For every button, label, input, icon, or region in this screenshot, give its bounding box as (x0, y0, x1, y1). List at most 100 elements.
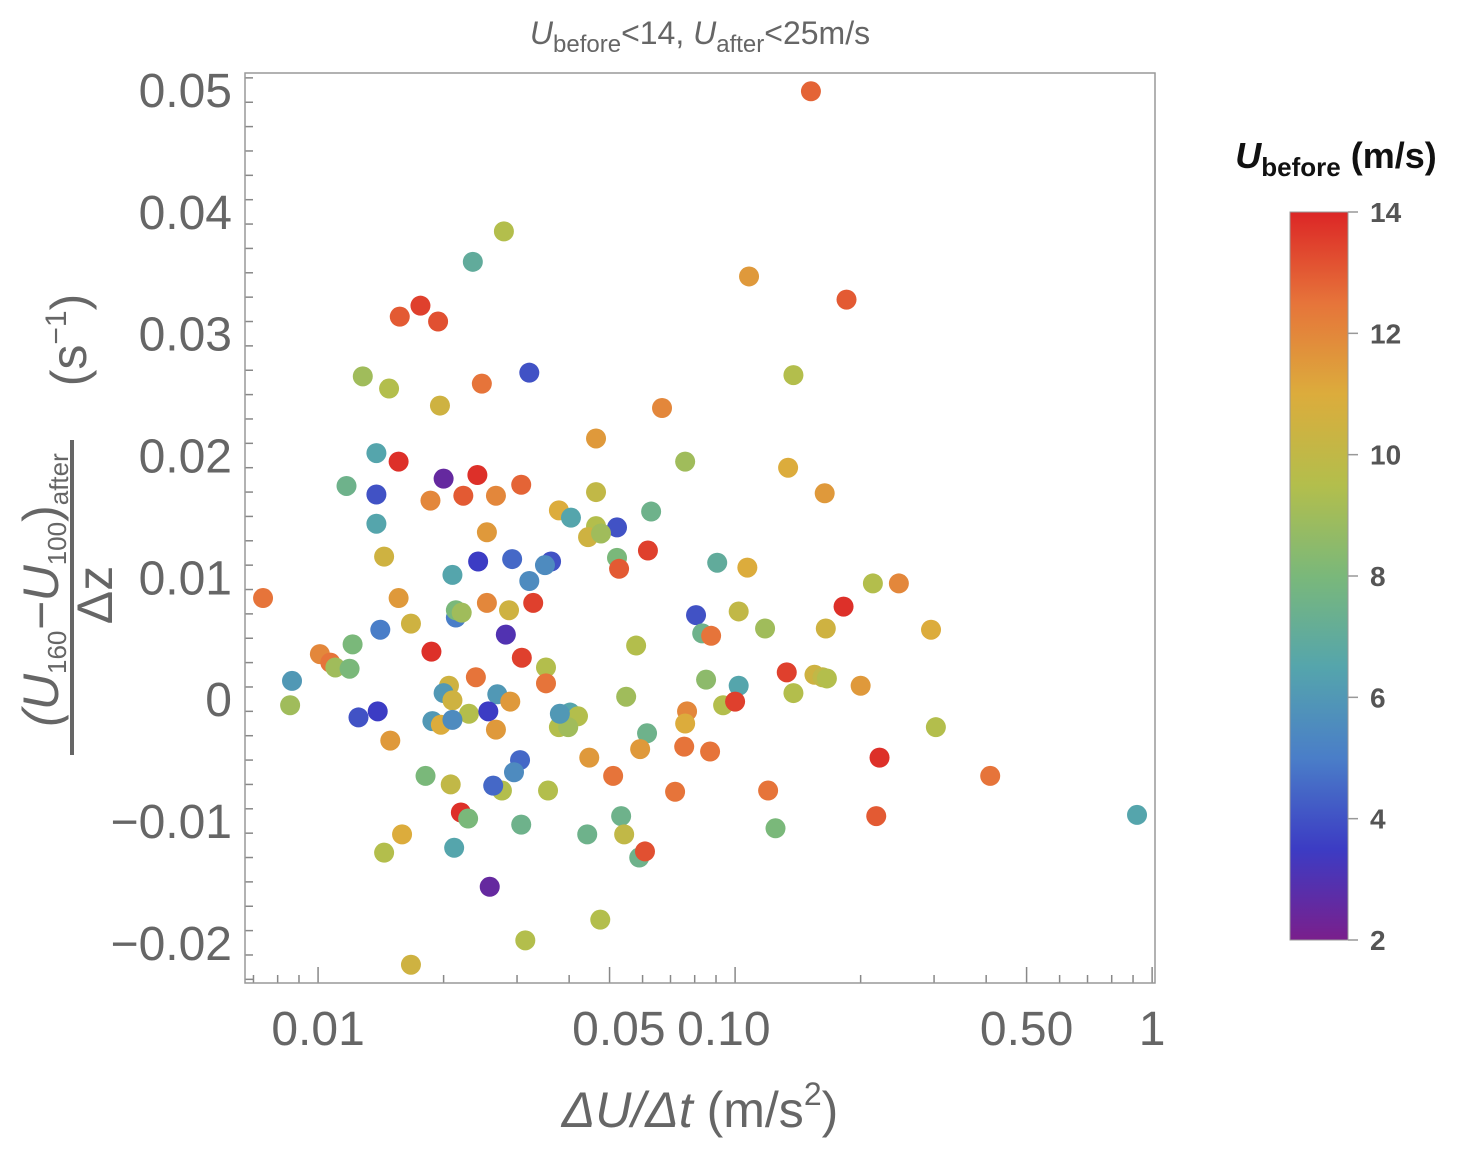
data-point (366, 443, 387, 464)
x-label-close: ) (822, 1082, 839, 1138)
data-point (783, 683, 804, 704)
data-point (614, 824, 635, 845)
data-point (499, 600, 520, 621)
data-point (611, 806, 632, 827)
title-mid: <14, (621, 15, 693, 51)
colorbar-ticks: 14 12 10 8 6 4 2 (1348, 197, 1402, 956)
data-point (519, 570, 540, 591)
data-point (728, 675, 749, 696)
data-point (701, 625, 722, 646)
title-u2: U (693, 15, 717, 51)
y-tick-label: 0.05 (139, 65, 232, 118)
data-point (637, 540, 658, 561)
data-point (535, 657, 556, 678)
data-point (420, 490, 441, 511)
data-point (815, 618, 836, 639)
y-unit-sup: −1 (40, 310, 73, 344)
data-point (609, 558, 630, 579)
y-label-denominator: Δz (67, 566, 123, 624)
colorbar-tick-label: 4 (1370, 804, 1386, 835)
data-point (607, 517, 628, 538)
data-point (538, 780, 559, 801)
axis-ticks (245, 77, 1153, 983)
data-point (534, 555, 555, 576)
data-point (586, 482, 607, 503)
data-point (415, 765, 436, 786)
data-point (451, 602, 472, 623)
colorbar-title: Ubefore (m/s) (1235, 135, 1436, 182)
data-point (442, 564, 463, 585)
data-point (652, 398, 673, 419)
data-point (800, 81, 821, 102)
data-point (675, 713, 696, 734)
colorbar-tick-label: 6 (1370, 682, 1386, 713)
data-point (400, 613, 421, 634)
data-point (367, 701, 388, 722)
data-point (388, 451, 409, 472)
chart-title: Ubefore<14, Uafter<25m/s (530, 15, 870, 58)
data-point (433, 468, 454, 489)
data-point (579, 747, 600, 768)
data-point (374, 546, 395, 567)
y-num-open: (U (13, 673, 69, 727)
data-point (478, 701, 499, 722)
x-label-unit: (m/s (693, 1082, 804, 1138)
data-point (444, 837, 465, 858)
y-tick-label: 0.01 (139, 552, 232, 605)
data-point (440, 774, 461, 795)
data-point (634, 841, 655, 862)
data-point (630, 739, 651, 760)
data-point (665, 781, 686, 802)
plot-frame (244, 72, 1156, 984)
data-point (778, 457, 799, 478)
data-point (410, 295, 431, 316)
x-tick-label: 0.05 (572, 1003, 665, 1056)
data-point (280, 695, 301, 716)
data-point (549, 703, 570, 724)
colorbar (1289, 211, 1349, 941)
data-point (696, 669, 717, 690)
data-point (476, 522, 497, 543)
y-num-sub160: 160 (42, 631, 72, 674)
colorbar-title-sub: before (1261, 152, 1340, 182)
data-point (458, 703, 479, 724)
title-tail: <25m/s (764, 15, 870, 51)
data-point (465, 667, 486, 688)
data-point (511, 814, 532, 835)
data-point (700, 741, 721, 762)
data-point (374, 842, 395, 863)
data-point (453, 485, 474, 506)
data-point (500, 691, 521, 712)
data-point (980, 765, 1001, 786)
x-tick-label: 0.50 (980, 1003, 1073, 1056)
data-points (253, 81, 1148, 975)
data-point (1127, 804, 1148, 825)
x-tick-label: 0.10 (677, 1003, 770, 1056)
data-point (502, 549, 523, 570)
data-point (725, 691, 746, 712)
y-unit-close: ) (41, 294, 97, 311)
data-point (816, 668, 837, 689)
colorbar-tick-label: 12 (1370, 318, 1401, 349)
data-point (388, 588, 409, 609)
data-point (504, 762, 525, 783)
data-point (392, 824, 413, 845)
data-point (476, 592, 497, 613)
data-point (776, 662, 797, 683)
data-point (590, 909, 611, 930)
data-point (468, 551, 489, 572)
y-label-unit: (s−1) (40, 294, 97, 387)
data-point (869, 747, 890, 768)
data-point (577, 824, 598, 845)
data-point (921, 619, 942, 640)
data-point (637, 723, 658, 744)
data-point (366, 513, 387, 534)
data-point (560, 507, 581, 528)
data-point (400, 954, 421, 975)
title-u: U (530, 15, 554, 51)
data-point (925, 717, 946, 738)
x-axis-label: ΔU/Δt (m/s2) (561, 1076, 839, 1138)
data-point (483, 775, 504, 796)
data-point (342, 634, 363, 655)
